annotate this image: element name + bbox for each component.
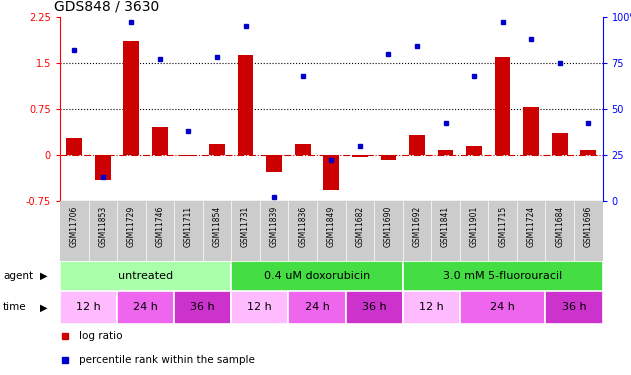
Bar: [295, 144, 310, 154]
Text: GSM11682: GSM11682: [355, 206, 364, 246]
Bar: [209, 144, 225, 154]
Text: GSM11841: GSM11841: [441, 206, 450, 246]
Text: 12 h: 12 h: [76, 303, 101, 312]
Bar: [409, 135, 425, 154]
Text: GSM11839: GSM11839: [269, 206, 279, 247]
Text: GSM11901: GSM11901: [469, 206, 478, 247]
Bar: [523, 107, 539, 154]
Bar: [232, 261, 403, 291]
Text: GSM11692: GSM11692: [413, 206, 422, 247]
Text: GSM11849: GSM11849: [327, 206, 336, 247]
Text: 0.4 uM doxorubicin: 0.4 uM doxorubicin: [264, 271, 370, 280]
Text: time: time: [3, 303, 27, 312]
Bar: [324, 154, 339, 190]
Text: ▶: ▶: [40, 271, 47, 280]
Text: GDS848 / 3630: GDS848 / 3630: [54, 0, 159, 13]
Text: untreated: untreated: [118, 271, 173, 280]
Bar: [495, 57, 510, 154]
Text: GSM11731: GSM11731: [241, 206, 250, 247]
Bar: [66, 138, 82, 154]
Text: agent: agent: [3, 271, 33, 280]
Bar: [152, 127, 168, 154]
Bar: [95, 154, 110, 180]
Bar: [60, 261, 232, 291]
Text: GSM11854: GSM11854: [213, 206, 221, 247]
Bar: [545, 291, 603, 324]
Bar: [581, 150, 596, 154]
Bar: [174, 291, 232, 324]
Bar: [352, 154, 368, 157]
Text: GSM11853: GSM11853: [98, 206, 107, 247]
Bar: [438, 150, 453, 154]
Text: 24 h: 24 h: [490, 303, 515, 312]
Text: 3.0 mM 5-fluorouracil: 3.0 mM 5-fluorouracil: [443, 271, 562, 280]
Text: GSM11724: GSM11724: [527, 206, 536, 247]
Bar: [266, 154, 282, 172]
Text: 24 h: 24 h: [133, 303, 158, 312]
Bar: [60, 291, 117, 324]
Bar: [403, 261, 603, 291]
Text: GSM11690: GSM11690: [384, 206, 393, 247]
Text: ▶: ▶: [40, 303, 47, 312]
Text: GSM11711: GSM11711: [184, 206, 193, 246]
Text: GSM11746: GSM11746: [155, 206, 165, 247]
Text: GSM11729: GSM11729: [127, 206, 136, 247]
Bar: [460, 291, 545, 324]
Bar: [232, 291, 288, 324]
Bar: [238, 56, 254, 154]
Bar: [552, 133, 568, 154]
Bar: [288, 291, 346, 324]
Bar: [117, 291, 174, 324]
Bar: [466, 146, 482, 154]
Bar: [403, 291, 460, 324]
Bar: [346, 291, 403, 324]
Text: 24 h: 24 h: [305, 303, 329, 312]
Text: GSM11696: GSM11696: [584, 206, 593, 247]
Bar: [180, 154, 196, 156]
Text: GSM11684: GSM11684: [555, 206, 564, 247]
Text: percentile rank within the sample: percentile rank within the sample: [79, 354, 255, 364]
Bar: [124, 41, 139, 154]
Text: GSM11706: GSM11706: [70, 206, 79, 247]
Text: log ratio: log ratio: [79, 331, 122, 341]
Text: 12 h: 12 h: [419, 303, 444, 312]
Text: 12 h: 12 h: [247, 303, 272, 312]
Text: 36 h: 36 h: [191, 303, 215, 312]
Text: 36 h: 36 h: [362, 303, 386, 312]
Text: GSM11715: GSM11715: [498, 206, 507, 247]
Text: 36 h: 36 h: [562, 303, 586, 312]
Text: GSM11836: GSM11836: [298, 206, 307, 247]
Bar: [380, 154, 396, 160]
